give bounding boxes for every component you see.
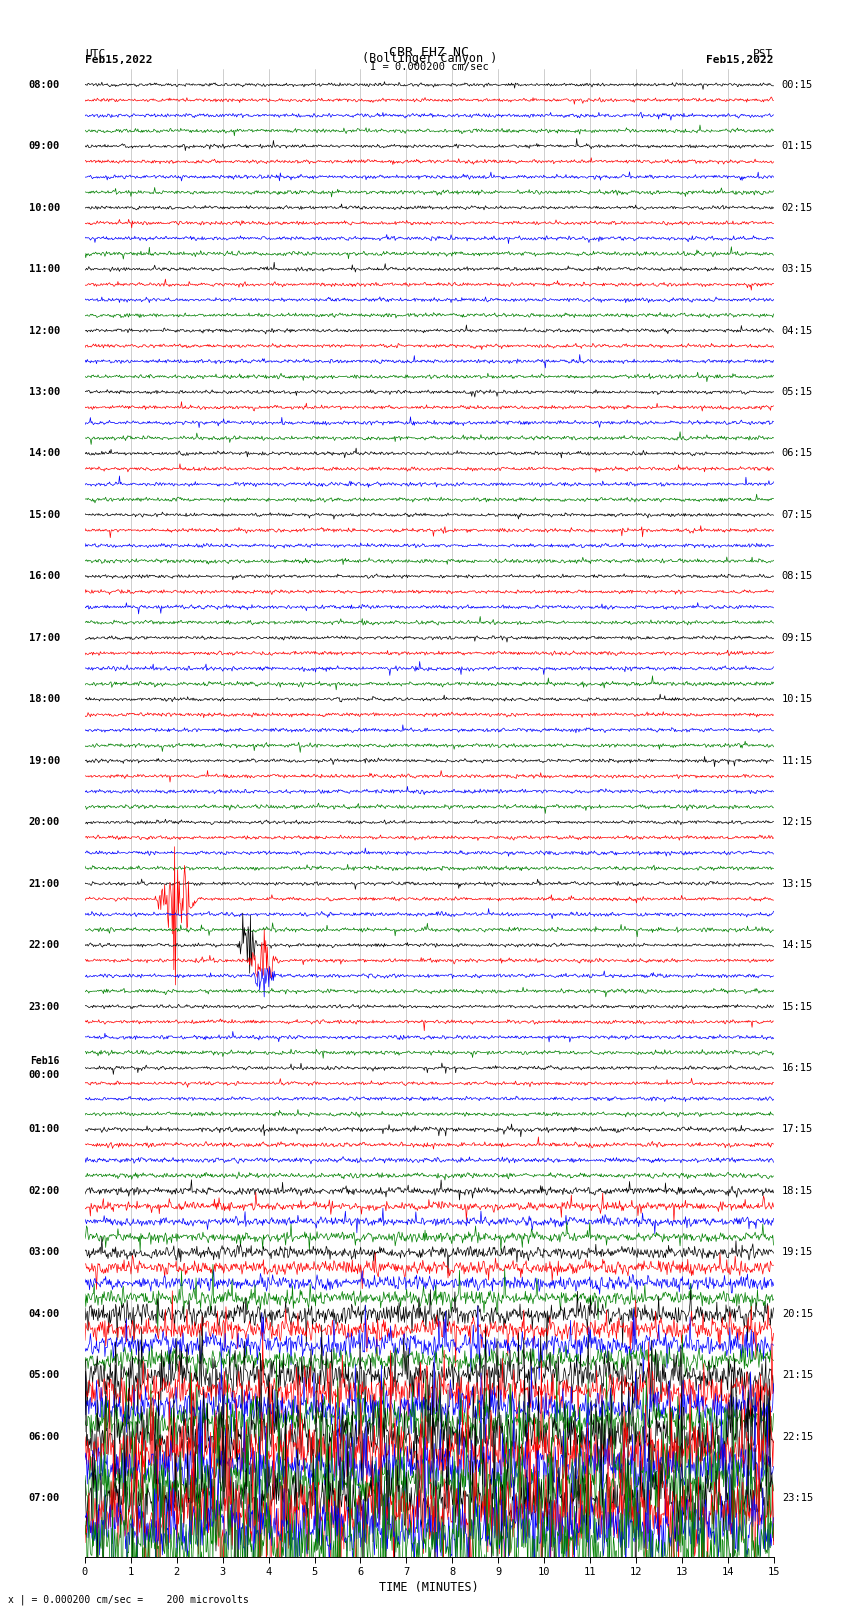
Text: 17:15: 17:15 <box>782 1124 813 1134</box>
Text: 12:00: 12:00 <box>29 326 60 336</box>
Text: 11:00: 11:00 <box>29 265 60 274</box>
Text: 13:15: 13:15 <box>782 879 813 889</box>
Text: 03:00: 03:00 <box>29 1247 60 1258</box>
Text: 20:15: 20:15 <box>782 1308 813 1319</box>
Text: 01:00: 01:00 <box>29 1124 60 1134</box>
Text: Feb16: Feb16 <box>31 1055 60 1066</box>
Text: 00:00: 00:00 <box>29 1071 60 1081</box>
Text: 04:15: 04:15 <box>782 326 813 336</box>
Text: 04:00: 04:00 <box>29 1308 60 1319</box>
Text: 14:15: 14:15 <box>782 940 813 950</box>
Text: 19:00: 19:00 <box>29 756 60 766</box>
Text: 08:15: 08:15 <box>782 571 813 581</box>
Text: 05:15: 05:15 <box>782 387 813 397</box>
Text: 18:00: 18:00 <box>29 694 60 705</box>
Text: I = 0.000200 cm/sec: I = 0.000200 cm/sec <box>370 61 489 71</box>
Text: 03:15: 03:15 <box>782 265 813 274</box>
Text: 06:00: 06:00 <box>29 1432 60 1442</box>
Text: 07:00: 07:00 <box>29 1494 60 1503</box>
Text: 05:00: 05:00 <box>29 1371 60 1381</box>
Text: 21:00: 21:00 <box>29 879 60 889</box>
Text: 08:00: 08:00 <box>29 79 60 90</box>
Text: 06:15: 06:15 <box>782 448 813 458</box>
Text: 10:15: 10:15 <box>782 694 813 705</box>
Text: 16:00: 16:00 <box>29 571 60 581</box>
Text: 10:00: 10:00 <box>29 203 60 213</box>
Text: 19:15: 19:15 <box>782 1247 813 1258</box>
Text: (Bollinger Canyon ): (Bollinger Canyon ) <box>361 52 497 65</box>
Text: 14:00: 14:00 <box>29 448 60 458</box>
Text: 23:00: 23:00 <box>29 1002 60 1011</box>
Text: 20:00: 20:00 <box>29 818 60 827</box>
Text: x | = 0.000200 cm/sec =    200 microvolts: x | = 0.000200 cm/sec = 200 microvolts <box>8 1594 249 1605</box>
Text: 13:00: 13:00 <box>29 387 60 397</box>
Text: 09:15: 09:15 <box>782 632 813 644</box>
Text: 09:00: 09:00 <box>29 142 60 152</box>
Text: 16:15: 16:15 <box>782 1063 813 1073</box>
X-axis label: TIME (MINUTES): TIME (MINUTES) <box>379 1581 479 1594</box>
Text: 15:15: 15:15 <box>782 1002 813 1011</box>
Text: 22:00: 22:00 <box>29 940 60 950</box>
Text: Feb15,2022: Feb15,2022 <box>706 55 774 65</box>
Text: 12:15: 12:15 <box>782 818 813 827</box>
Text: Feb15,2022: Feb15,2022 <box>85 55 152 65</box>
Text: 00:15: 00:15 <box>782 79 813 90</box>
Text: 18:15: 18:15 <box>782 1186 813 1195</box>
Text: PST: PST <box>753 48 774 58</box>
Text: 21:15: 21:15 <box>782 1371 813 1381</box>
Text: 02:15: 02:15 <box>782 203 813 213</box>
Text: 02:00: 02:00 <box>29 1186 60 1195</box>
Text: CBR EHZ NC: CBR EHZ NC <box>389 45 469 58</box>
Text: UTC: UTC <box>85 48 105 58</box>
Text: 23:15: 23:15 <box>782 1494 813 1503</box>
Text: 07:15: 07:15 <box>782 510 813 519</box>
Text: 17:00: 17:00 <box>29 632 60 644</box>
Text: 01:15: 01:15 <box>782 142 813 152</box>
Text: 11:15: 11:15 <box>782 756 813 766</box>
Text: 15:00: 15:00 <box>29 510 60 519</box>
Text: 22:15: 22:15 <box>782 1432 813 1442</box>
